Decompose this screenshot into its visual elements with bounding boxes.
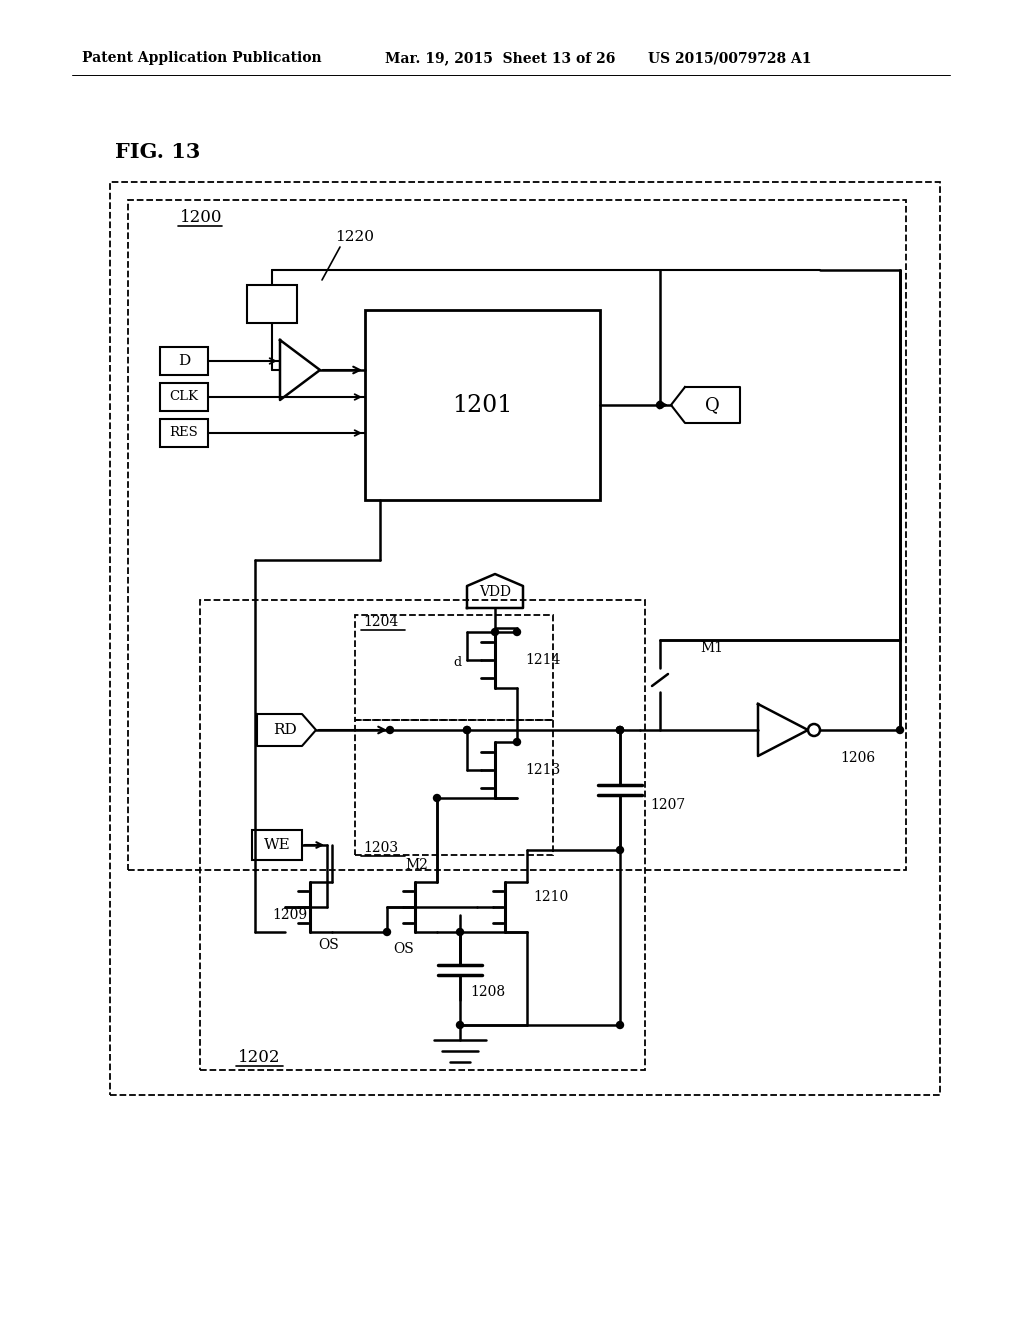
- Circle shape: [616, 726, 624, 734]
- Text: OS: OS: [318, 939, 339, 952]
- Text: 1204: 1204: [362, 615, 398, 630]
- Bar: [355, 719, 553, 855]
- Circle shape: [656, 401, 664, 408]
- Text: US 2015/0079728 A1: US 2015/0079728 A1: [648, 51, 811, 65]
- Text: RD: RD: [273, 723, 297, 737]
- Bar: [200, 601, 645, 1071]
- Text: Patent Application Publication: Patent Application Publication: [82, 51, 322, 65]
- Text: 1206: 1206: [840, 751, 876, 766]
- Text: Mar. 19, 2015  Sheet 13 of 26: Mar. 19, 2015 Sheet 13 of 26: [385, 51, 615, 65]
- Circle shape: [384, 928, 390, 936]
- Bar: [160, 418, 208, 447]
- Bar: [247, 285, 297, 323]
- Circle shape: [433, 795, 440, 801]
- Circle shape: [616, 726, 624, 734]
- Text: d: d: [453, 656, 461, 668]
- Bar: [252, 830, 302, 861]
- Circle shape: [616, 726, 624, 734]
- Circle shape: [464, 726, 470, 734]
- Text: 1213: 1213: [525, 763, 560, 777]
- Text: 1214: 1214: [525, 653, 560, 667]
- Circle shape: [492, 628, 499, 635]
- Text: 1203: 1203: [362, 841, 398, 855]
- Circle shape: [386, 726, 393, 734]
- Circle shape: [464, 726, 470, 734]
- Text: Q: Q: [705, 396, 720, 414]
- Circle shape: [616, 1022, 624, 1028]
- Circle shape: [808, 723, 820, 737]
- Text: 1201: 1201: [452, 393, 512, 417]
- Text: 1210: 1210: [534, 890, 568, 904]
- Circle shape: [513, 738, 520, 746]
- Text: 1208: 1208: [470, 985, 505, 999]
- Circle shape: [457, 1022, 464, 1028]
- Text: M1: M1: [700, 642, 723, 655]
- Text: RES: RES: [170, 426, 199, 440]
- Circle shape: [513, 628, 520, 635]
- Text: 1209: 1209: [272, 908, 307, 921]
- Circle shape: [616, 846, 624, 854]
- Text: D: D: [178, 354, 190, 368]
- Text: WE: WE: [263, 838, 291, 851]
- Circle shape: [896, 726, 903, 734]
- Text: 1207: 1207: [650, 799, 685, 812]
- Bar: [128, 201, 906, 870]
- Text: M2: M2: [406, 858, 428, 873]
- Bar: [355, 615, 553, 719]
- Circle shape: [457, 928, 464, 936]
- Text: CLK: CLK: [170, 391, 199, 404]
- Text: VDD: VDD: [479, 585, 511, 599]
- Bar: [160, 383, 208, 411]
- Bar: [160, 347, 208, 375]
- Bar: [110, 182, 940, 1096]
- Text: 1200: 1200: [180, 210, 222, 227]
- Text: 1202: 1202: [238, 1049, 281, 1067]
- Bar: [365, 310, 600, 500]
- Text: FIG. 13: FIG. 13: [115, 143, 201, 162]
- Text: OS: OS: [393, 942, 414, 956]
- Text: 1220: 1220: [335, 230, 374, 244]
